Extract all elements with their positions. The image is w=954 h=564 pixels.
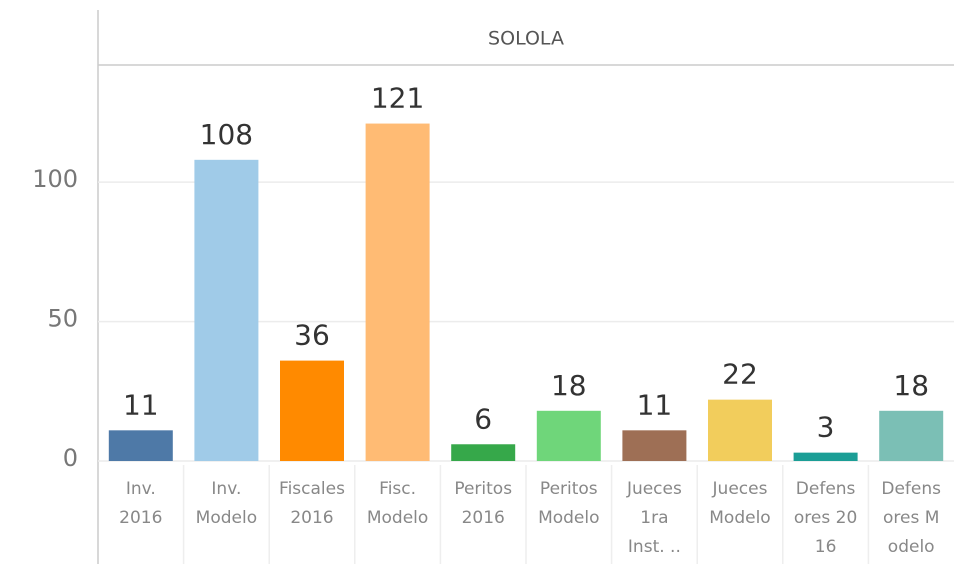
bar: [793, 452, 858, 461]
data-label: 6: [474, 402, 492, 435]
data-label: 18: [551, 369, 587, 402]
data-label: 22: [722, 358, 758, 391]
bar: [280, 360, 344, 461]
bar: [451, 444, 516, 461]
data-label: 11: [123, 388, 159, 421]
x-tick-label: Fisc. Modelo: [367, 479, 428, 528]
data-label: 3: [817, 411, 835, 444]
bar: [194, 159, 259, 461]
y-tick-label: 0: [63, 444, 78, 472]
x-tick-label: Fiscales 2016: [279, 479, 345, 528]
panel-header: SOLOLA: [488, 28, 564, 50]
x-tick-label: Jueces Modelo: [709, 479, 770, 528]
bar: [108, 430, 173, 461]
data-label: 18: [893, 369, 929, 402]
x-tick-label: Jueces 1ra Inst. ..: [626, 479, 682, 557]
x-tick-label: Defens ores 20 16: [794, 479, 857, 557]
x-tick-label: Peritos 2016: [454, 479, 512, 528]
bar: [879, 410, 944, 461]
data-label: 121: [371, 82, 424, 115]
bar: [365, 123, 430, 461]
y-tick-label: 100: [32, 165, 78, 193]
x-tick-label: Peritos Modelo: [538, 479, 599, 528]
bar: [622, 430, 687, 461]
data-label: 36: [294, 319, 330, 352]
x-tick-label: Inv. Modelo: [196, 479, 257, 528]
y-tick-label: 50: [47, 305, 78, 333]
data-label: 108: [200, 118, 253, 151]
bar: [708, 399, 772, 461]
data-label: 11: [637, 388, 673, 421]
bar: [536, 410, 601, 461]
x-tick-label: Inv. 2016: [119, 479, 162, 528]
